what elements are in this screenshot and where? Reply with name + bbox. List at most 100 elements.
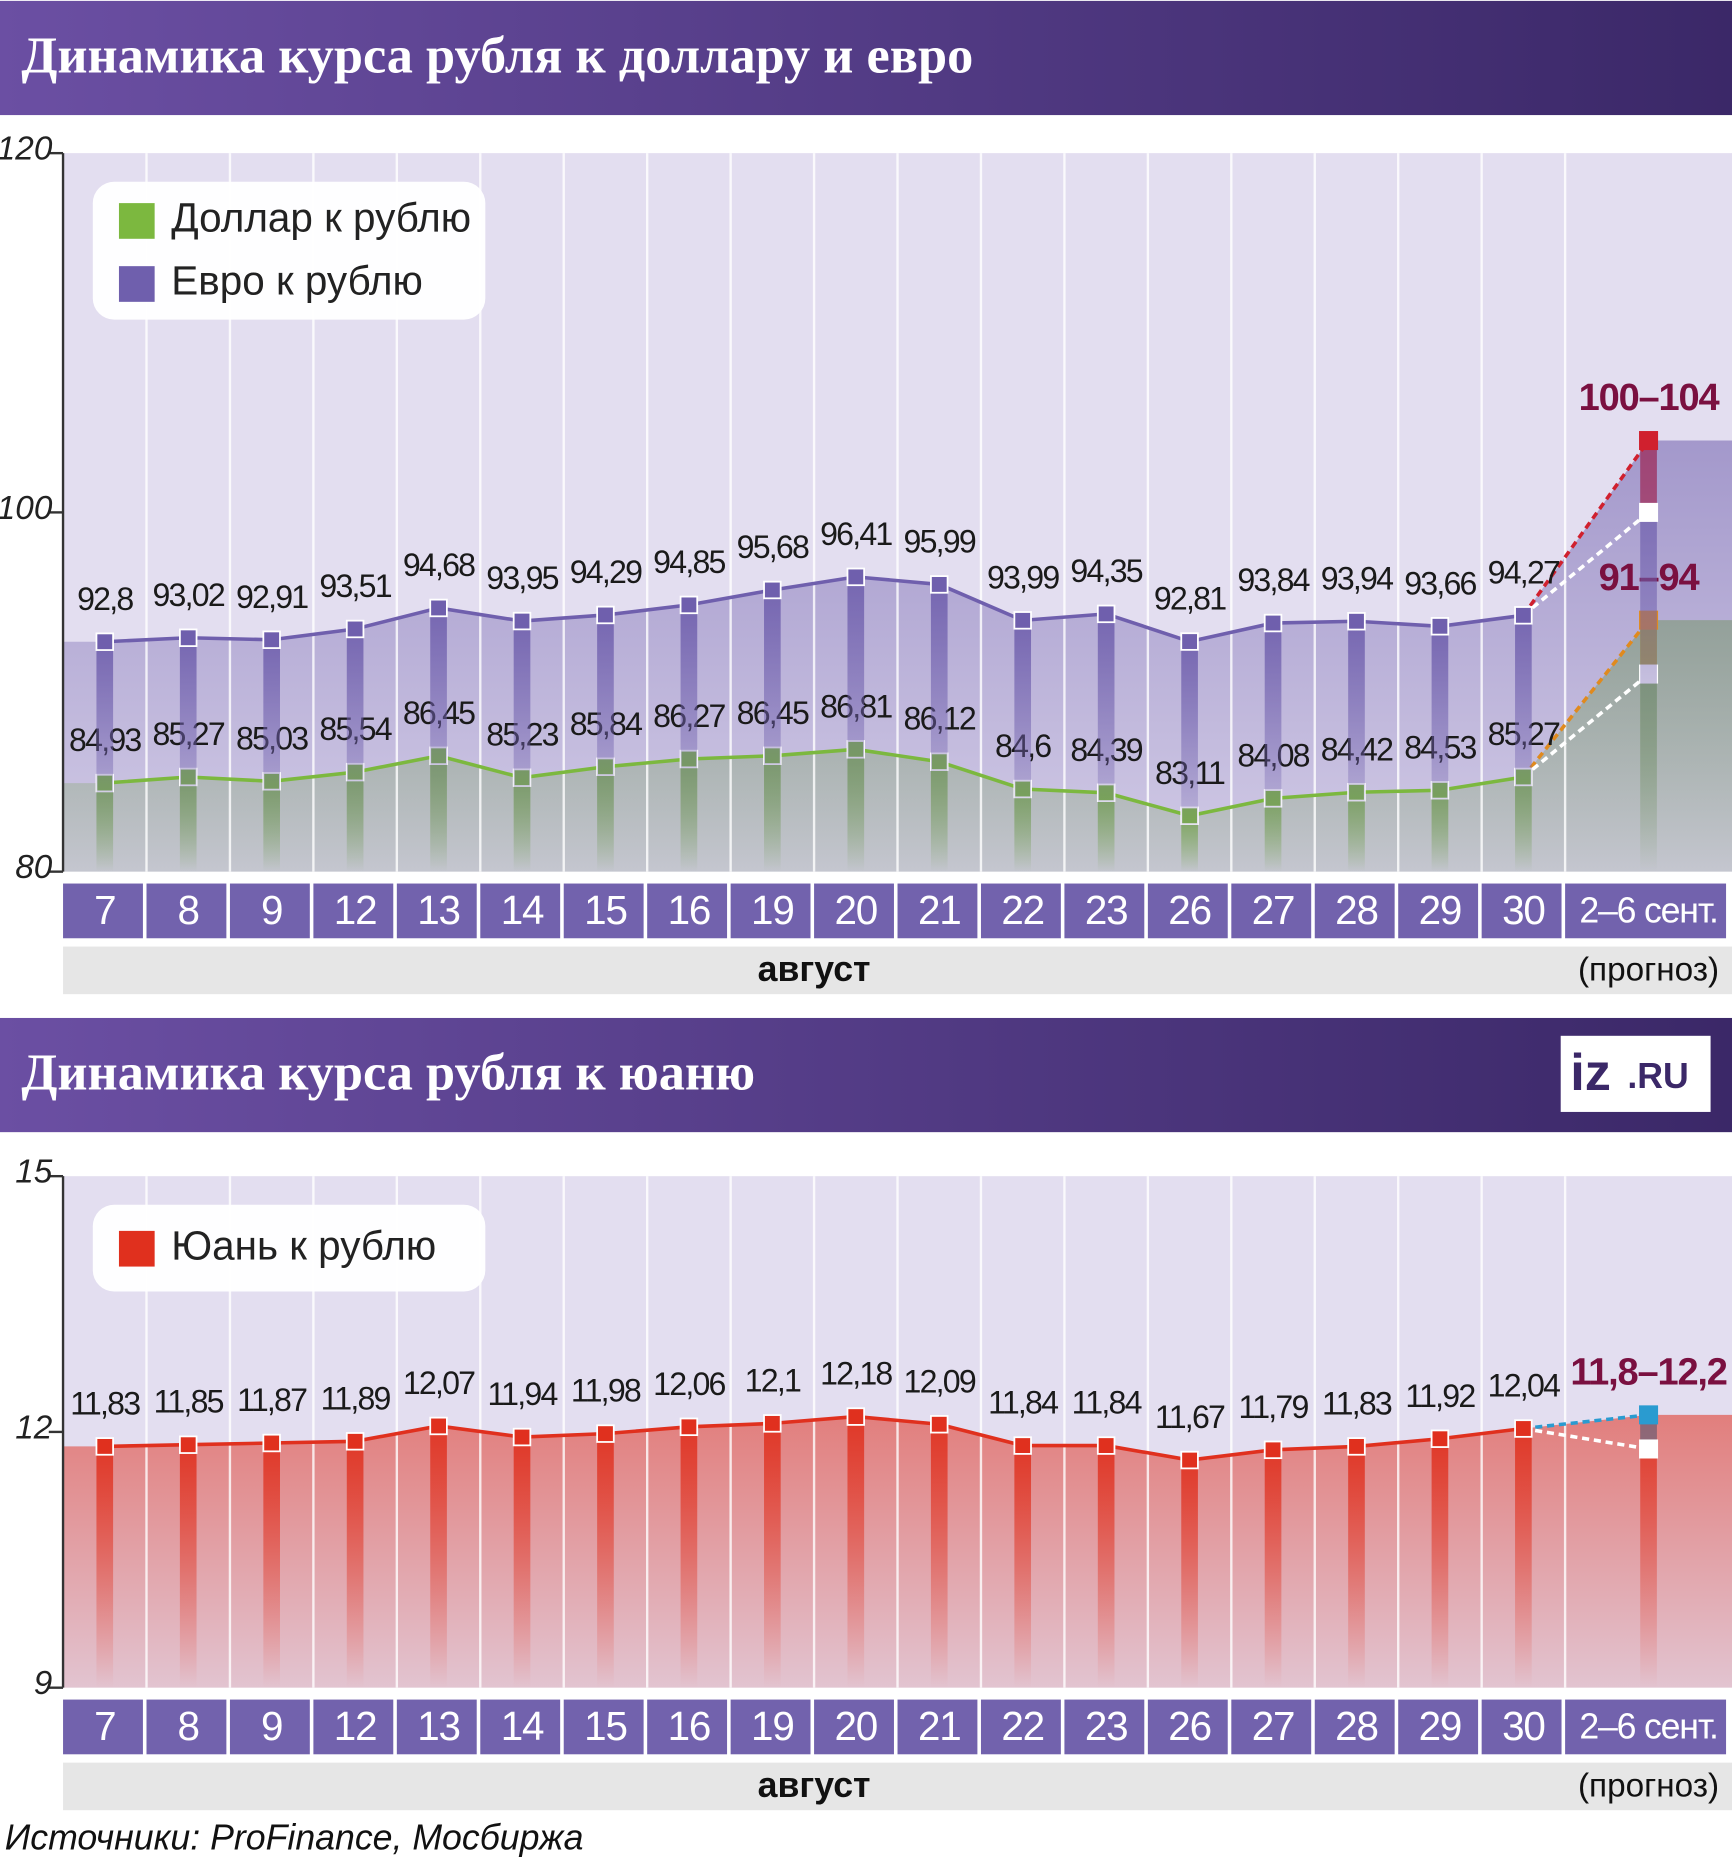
- x-tick-label: 23: [1085, 887, 1128, 933]
- x-tick-label: 7: [94, 887, 115, 933]
- value-bar: [764, 589, 781, 872]
- category-cell: [814, 1699, 894, 1755]
- x-tick-label: 8: [178, 887, 199, 933]
- category-cell: [1231, 883, 1312, 939]
- category-cell: [313, 883, 394, 939]
- marker: [1180, 632, 1199, 651]
- data-label: 11,67: [1155, 1399, 1225, 1435]
- x-tick-label: 15: [584, 887, 627, 933]
- y-tick-label: 80: [15, 849, 53, 886]
- marker: [429, 1416, 448, 1436]
- x-tick-label: 26: [1168, 1703, 1211, 1749]
- x-tick-label: 16: [668, 1703, 711, 1749]
- marker: [1013, 1436, 1032, 1455]
- x-tick-label: 22: [1001, 887, 1044, 933]
- marker: [1013, 611, 1032, 630]
- data-label: 11,84: [988, 1385, 1058, 1421]
- x-tick-label: 21: [918, 887, 961, 933]
- value-bar: [1181, 641, 1198, 872]
- data-label: 11,92: [1405, 1378, 1475, 1414]
- value-bar: [96, 1446, 114, 1688]
- legend-label: Евро к рублю: [171, 258, 423, 304]
- value-bar: [1097, 613, 1115, 872]
- x-tick-label: 12: [334, 1703, 377, 1749]
- value-bar: [930, 1424, 948, 1688]
- source: Источники: ProFinance, Мосбиржа: [5, 1817, 584, 1857]
- category-cell: [1398, 883, 1479, 939]
- forecast-line: [1522, 672, 1650, 779]
- forecast-label: 100–104: [1579, 377, 1720, 419]
- marker: [512, 1427, 532, 1447]
- marker: [95, 1437, 114, 1456]
- x-tick-label: 8: [178, 1703, 199, 1749]
- x-tick-label: 13: [417, 887, 460, 933]
- marker: [1514, 1419, 1533, 1438]
- header: [0, 1017, 1732, 1133]
- data-label: 93,02: [152, 577, 224, 613]
- category-cell: [1481, 1699, 1562, 1755]
- x-tick-label: 27: [1252, 1703, 1295, 1749]
- data-label: 11,89: [321, 1380, 391, 1416]
- value-bar: [263, 1443, 280, 1688]
- data-label: 95,99: [904, 523, 976, 559]
- value-bar: [179, 1444, 197, 1688]
- marker: [763, 1414, 782, 1433]
- header: [0, 0, 1732, 116]
- data-label: 12,18: [820, 1356, 892, 1392]
- category-cell: [146, 883, 227, 939]
- data-label: 93,94: [1321, 560, 1393, 596]
- legend-box: [92, 1204, 486, 1292]
- marker: [1347, 1437, 1366, 1456]
- value-bar: [513, 621, 531, 872]
- category-cell: [730, 883, 811, 939]
- value-bar: [597, 614, 614, 872]
- x-tick-label: 7: [94, 1703, 115, 1749]
- x-tick-label: 30: [1502, 887, 1545, 933]
- category-cell: [1064, 1699, 1145, 1755]
- value-bar: [430, 1425, 447, 1688]
- marker: [1514, 606, 1533, 625]
- category-cell: [1064, 883, 1145, 939]
- value-bar: [1264, 1449, 1282, 1688]
- period-label: август: [758, 1765, 871, 1805]
- marker: [178, 1435, 198, 1454]
- data-label: 12,07: [403, 1365, 475, 1401]
- data-label: 11,83: [1322, 1385, 1392, 1421]
- data-label: 94,68: [403, 547, 475, 583]
- category-cell: [480, 1699, 561, 1755]
- value-bar: [680, 1426, 698, 1688]
- category-cell: [814, 883, 894, 939]
- x-tick-label: 9: [261, 887, 282, 933]
- value-bar: [430, 607, 447, 872]
- marker: [596, 605, 615, 625]
- series-line: [104, 747, 1524, 818]
- data-label: 93,99: [987, 559, 1059, 595]
- x-tick-label: 14: [501, 887, 544, 933]
- category-cell: [563, 883, 644, 939]
- logo: iz: [1570, 1044, 1611, 1102]
- x-tick-label: 19: [751, 887, 794, 933]
- forecast-marker: [1639, 431, 1659, 451]
- y-tick-label: 15: [15, 1154, 53, 1191]
- forecast-bar: [1640, 440, 1657, 872]
- x-tick-label: 30: [1502, 1703, 1545, 1749]
- category-cell: [563, 1699, 644, 1755]
- data-label: 93,95: [486, 560, 558, 596]
- data-label: 11,84: [1072, 1385, 1142, 1421]
- forecast-line: [1522, 511, 1650, 617]
- value-bar: [1348, 1446, 1365, 1688]
- marker: [1180, 1450, 1199, 1470]
- value-bar: [1515, 1428, 1532, 1688]
- category-cell: [1231, 1699, 1312, 1755]
- y-tick-label: 100: [0, 490, 53, 527]
- data-label: 94,29: [570, 554, 642, 590]
- x-tick-label: 28: [1335, 1703, 1378, 1749]
- y-tick-label: 12: [15, 1409, 53, 1446]
- data-label: 11,87: [237, 1382, 307, 1418]
- x-tick-label: 9: [261, 1703, 282, 1749]
- data-label: 94,35: [1070, 553, 1142, 589]
- value-bar: [1348, 621, 1365, 872]
- marker: [262, 630, 281, 649]
- forecast-marker: [1639, 1439, 1659, 1459]
